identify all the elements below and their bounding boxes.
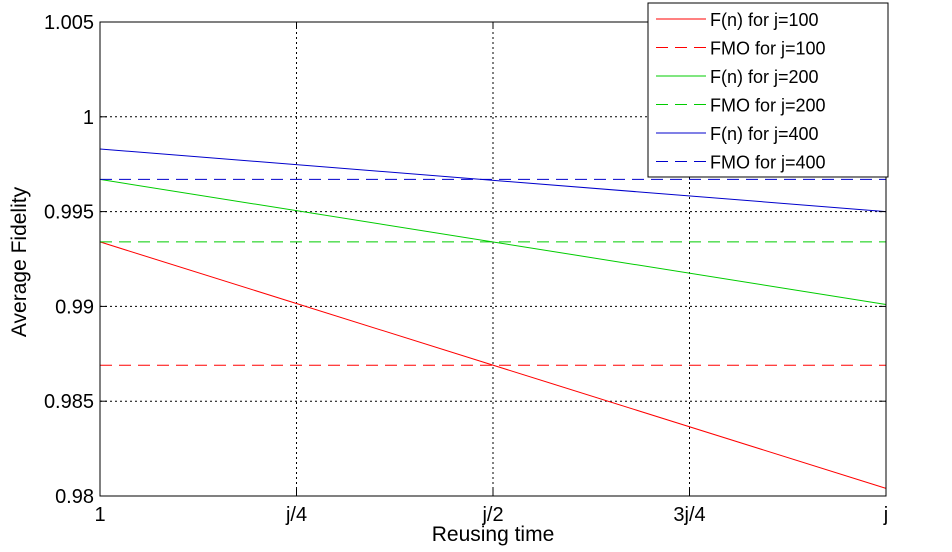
series-line-1 xyxy=(99,241,887,489)
legend-entry: FMO for j=100 xyxy=(710,39,826,59)
legend-entry: FMO for j=400 xyxy=(710,153,826,173)
legend-box xyxy=(647,2,889,178)
y-tick-label: 1.005 xyxy=(44,12,94,34)
y-tick-labels: 0.98 0.985 0.99 0.995 1 1.005 xyxy=(44,12,94,508)
x-tick-label: j/2 xyxy=(481,504,503,526)
x-tick-label: j/4 xyxy=(285,504,307,526)
y-tick-label: 1 xyxy=(83,107,94,129)
legend-entry: FMO for j=200 xyxy=(710,96,826,116)
y-axis-label: Average Fidelity xyxy=(8,186,31,337)
legend-entry: F(n) for j=100 xyxy=(710,10,819,30)
legend-entry: F(n) for j=400 xyxy=(710,124,819,144)
grid-lines xyxy=(100,22,886,496)
series-line-5 xyxy=(99,148,887,213)
y-tick-label: 0.995 xyxy=(44,202,94,224)
legend: F(n) for j=100 FMO for j=100 F(n) for j=20… xyxy=(647,2,889,178)
series-line-3 xyxy=(99,178,887,305)
series-lines xyxy=(99,148,887,489)
x-tick-label: j xyxy=(883,504,888,526)
y-tick-label: 0.99 xyxy=(55,296,94,318)
x-axis-label: Reusing time xyxy=(432,523,555,546)
x-tick-label: 3j/4 xyxy=(673,504,705,526)
legend-entry: F(n) for j=200 xyxy=(710,67,819,87)
x-tick-label: 1 xyxy=(94,504,105,526)
y-tick-label: 0.98 xyxy=(55,486,94,508)
x-tick-labels: 1 j/4 j/2 3j/4 j xyxy=(94,504,888,526)
y-tick-label: 0.985 xyxy=(44,391,94,413)
